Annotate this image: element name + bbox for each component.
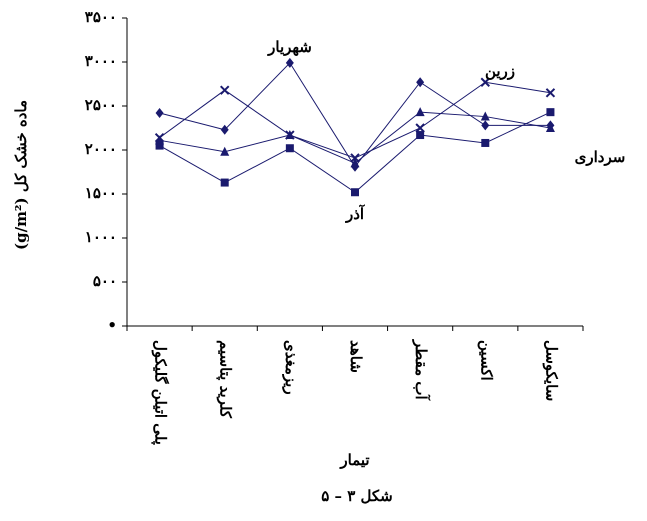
y-tick-label: ۱۵۰۰ — [85, 184, 117, 202]
marker — [545, 88, 556, 98]
y-tick-label: • — [107, 316, 117, 334]
x-tick-label: آب مقطر — [412, 339, 431, 402]
marker — [351, 188, 359, 197]
marker — [545, 123, 555, 132]
y-tick-label: ۱۰۰۰ — [85, 228, 117, 246]
marker — [480, 111, 490, 121]
caption: شکل ۳ – ۵ — [321, 487, 393, 505]
marker — [220, 178, 229, 187]
marker — [416, 77, 425, 88]
line — [159, 111, 551, 193]
y-axis-title: (g/m²) ماده خشک کل — [12, 100, 30, 250]
marker — [546, 108, 555, 117]
x-tick-label: سایکوسل — [542, 340, 560, 401]
marker — [220, 146, 230, 156]
x-tick-label: اکسین — [477, 340, 495, 381]
marker — [220, 85, 230, 95]
series-label: سرداری — [575, 148, 626, 166]
marker — [350, 158, 360, 168]
series-label: شهریار — [267, 38, 312, 56]
marker — [155, 108, 164, 119]
marker — [481, 138, 490, 147]
y-tick-label: ۲۰۰۰ — [85, 140, 117, 158]
line — [159, 81, 551, 159]
marker — [416, 131, 425, 140]
x-axis-title: تیمار — [339, 451, 369, 469]
y-tick-label: ۵۰۰ — [93, 272, 117, 290]
x-tick-label: شاهد — [347, 340, 365, 373]
marker — [480, 77, 490, 87]
y-tick-label: ۳۵۰۰ — [85, 8, 117, 26]
marker — [481, 120, 490, 131]
marker — [285, 144, 294, 153]
y-tick-label: ۳۰۰۰ — [85, 52, 117, 70]
line — [159, 111, 551, 164]
marker — [155, 141, 164, 150]
marker — [285, 57, 294, 68]
marker — [285, 130, 295, 140]
x-tick-label: کلرید پتاسیم — [216, 340, 235, 419]
x-tick-label: ریزمغذی — [282, 340, 300, 395]
marker — [415, 123, 425, 133]
marker — [415, 107, 425, 117]
series-label: زرین — [485, 62, 515, 80]
marker — [220, 124, 229, 135]
y-tick-label: ۲۵۰۰ — [85, 96, 117, 114]
x-tick-label: پلی اتیلن گلیکول — [151, 340, 170, 445]
series-label: آذر — [345, 204, 366, 223]
